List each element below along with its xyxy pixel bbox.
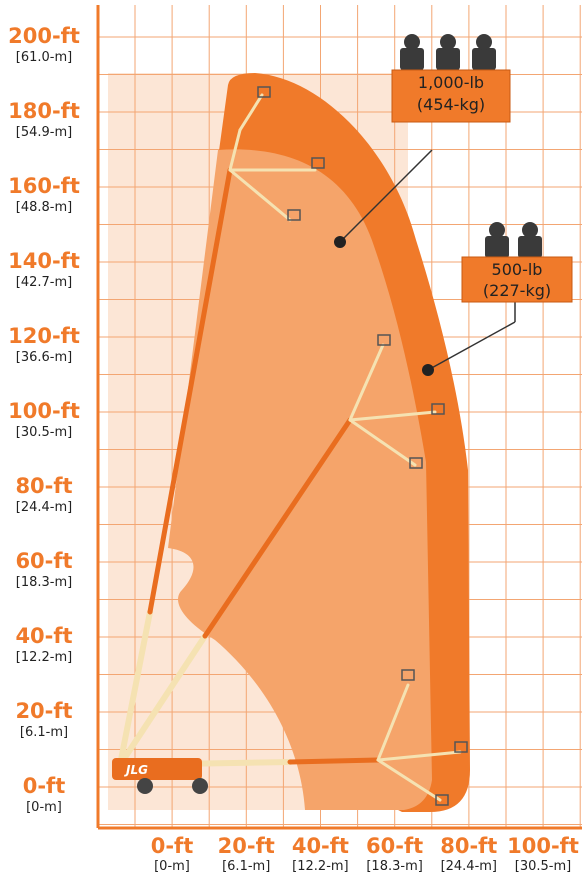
y-label-m: [61.0-m] — [16, 50, 72, 65]
y-label-ft: 100-ft — [8, 399, 80, 423]
callout-metric: (227-kg) — [483, 281, 551, 300]
y-label-ft: 0-ft — [23, 774, 66, 798]
y-label-ft: 120-ft — [8, 324, 80, 348]
x-label-ft: 100-ft — [507, 834, 579, 858]
inner-envelope — [168, 149, 432, 810]
callout-metric: (454-kg) — [417, 95, 485, 114]
y-label-m: [48.8-m] — [16, 200, 72, 215]
x-label-m: [6.1-m] — [222, 859, 270, 874]
y-label-ft: 40-ft — [15, 624, 72, 648]
y-label-ft: 20-ft — [15, 699, 72, 723]
y-label-m: [42.7-m] — [16, 275, 72, 290]
platforms — [257, 86, 468, 806]
x-label-m: [30.5-m] — [515, 859, 571, 874]
y-label-ft: 180-ft — [8, 99, 80, 123]
brand: JLG — [124, 763, 148, 777]
x-label-ft: 0-ft — [151, 834, 194, 858]
y-label-ft: 60-ft — [15, 549, 72, 573]
x-label-m: [12.2-m] — [292, 859, 348, 874]
callout-capacity: 500-lb — [492, 260, 543, 279]
axis-labels: 200-ft [61.0-m] 180-ft [54.9-m] 160-ft [48.8-… — [8, 24, 579, 874]
callout-1000: 1,000-lb (454-kg) — [334, 34, 511, 248]
x-label-ft: 80-ft — [440, 834, 497, 858]
booms — [117, 93, 462, 802]
machine: JLG — [112, 758, 208, 794]
x-label-ft: 60-ft — [366, 834, 423, 858]
y-label-m: [36.6-m] — [16, 350, 72, 365]
y-label-ft: 200-ft — [8, 24, 80, 48]
y-label-m: [30.5-m] — [16, 425, 72, 440]
x-label-ft: 40-ft — [292, 834, 349, 858]
y-label-m: [6.1-m] — [20, 725, 68, 740]
x-label-m: [18.3-m] — [366, 859, 422, 874]
callout-capacity: 1,000-lb — [418, 73, 484, 92]
callout-500: 500-lb (227-kg) — [422, 222, 573, 376]
x-label-ft: 20-ft — [218, 834, 275, 858]
y-label-m: [12.2-m] — [16, 650, 72, 665]
x-label-m: [24.4-m] — [441, 859, 497, 874]
y-label-m: [24.4-m] — [16, 500, 72, 515]
y-label-ft: 140-ft — [8, 249, 80, 273]
x-label-m: [0-m] — [154, 859, 190, 874]
y-label-m: [54.9-m] — [16, 125, 72, 140]
y-label-ft: 80-ft — [15, 474, 72, 498]
y-label-m: [18.3-m] — [16, 575, 72, 590]
y-label-m: [0-m] — [26, 800, 62, 815]
y-label-ft: 160-ft — [8, 174, 80, 198]
